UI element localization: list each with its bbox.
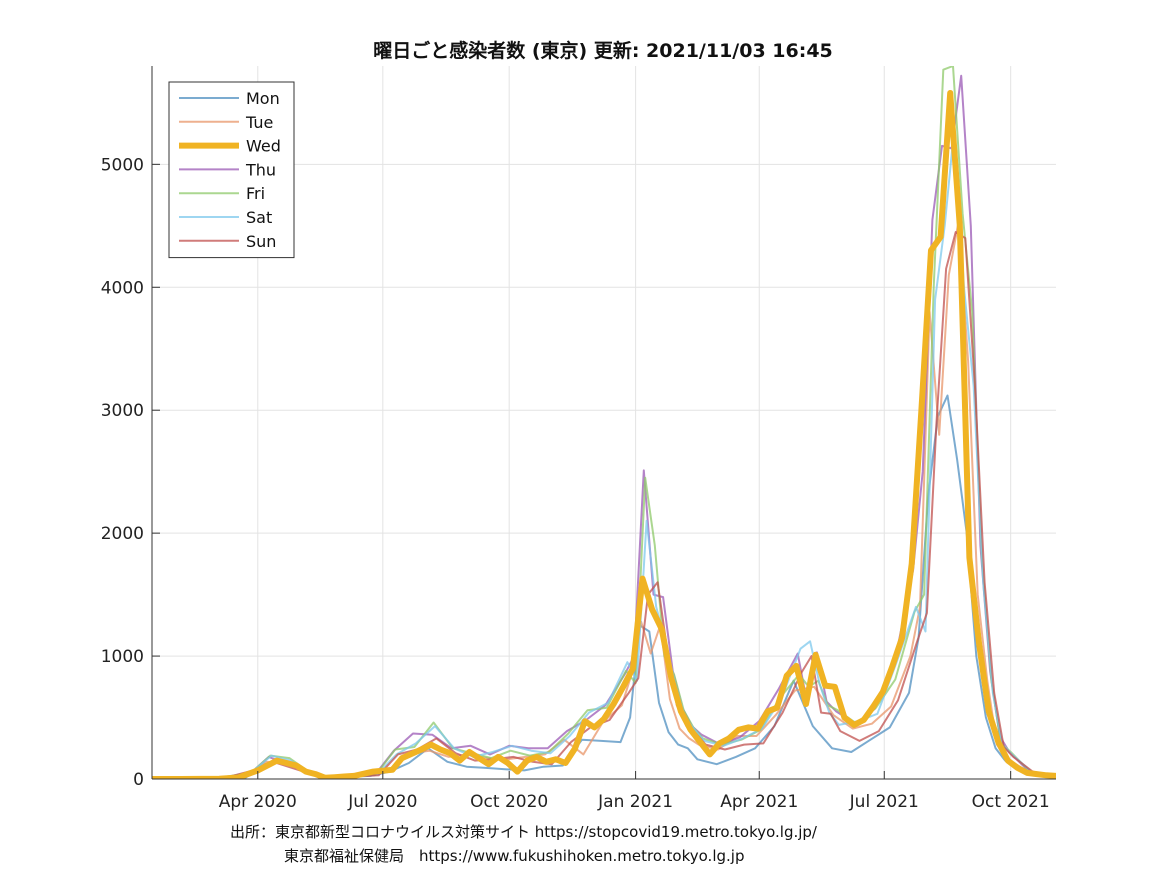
- legend-label-wed: Wed: [246, 137, 281, 156]
- y-tick-label: 0: [133, 770, 144, 790]
- legend-label-thu: Thu: [245, 160, 276, 179]
- legend: Mon Tue Wed Thu Fri Sat Sun: [168, 81, 295, 259]
- y-tick-label: 1000: [101, 647, 144, 667]
- source-label: 出所：東京都新型コロナウイルス対策サイト https://stopcovid19…: [230, 823, 818, 841]
- legend-label-sat: Sat: [246, 208, 272, 227]
- x-tick-label: Apr 2020: [219, 792, 297, 812]
- legend-label-mon: Mon: [246, 89, 280, 108]
- y-tick-label: 3000: [101, 401, 144, 421]
- series-line-wed: [152, 90, 1056, 779]
- source-label-2: 東京都福祉保健局 https://www.fukushihoken.metro.…: [284, 847, 744, 865]
- grid: [152, 66, 1056, 780]
- plot-area: [152, 66, 1056, 779]
- y-tick-label: 5000: [101, 155, 144, 175]
- x-tick-label: Jul 2020: [347, 792, 417, 812]
- series-layer: [152, 66, 1056, 779]
- legend-label-sun: Sun: [246, 232, 276, 251]
- x-tick-label: Oct 2020: [470, 792, 548, 812]
- x-tick-label: Oct 2021: [972, 792, 1050, 812]
- legend-label-tue: Tue: [245, 113, 273, 132]
- legend-label-fri: Fri: [246, 184, 265, 203]
- chart-title: 曜日ごと感染者数 (東京) 更新: 2021/11/03 16:45: [373, 39, 833, 62]
- y-tick-label: 4000: [101, 278, 144, 298]
- x-tick-label: Jul 2021: [849, 792, 919, 812]
- axes: 0 1000 2000 3000 4000 5000 Apr 2020 Jul 2020 Oct…: [101, 66, 1056, 812]
- y-tick-label: 2000: [101, 524, 144, 544]
- x-tick-label: Apr 2021: [720, 792, 798, 812]
- x-tick-label: Jan 2021: [597, 792, 673, 812]
